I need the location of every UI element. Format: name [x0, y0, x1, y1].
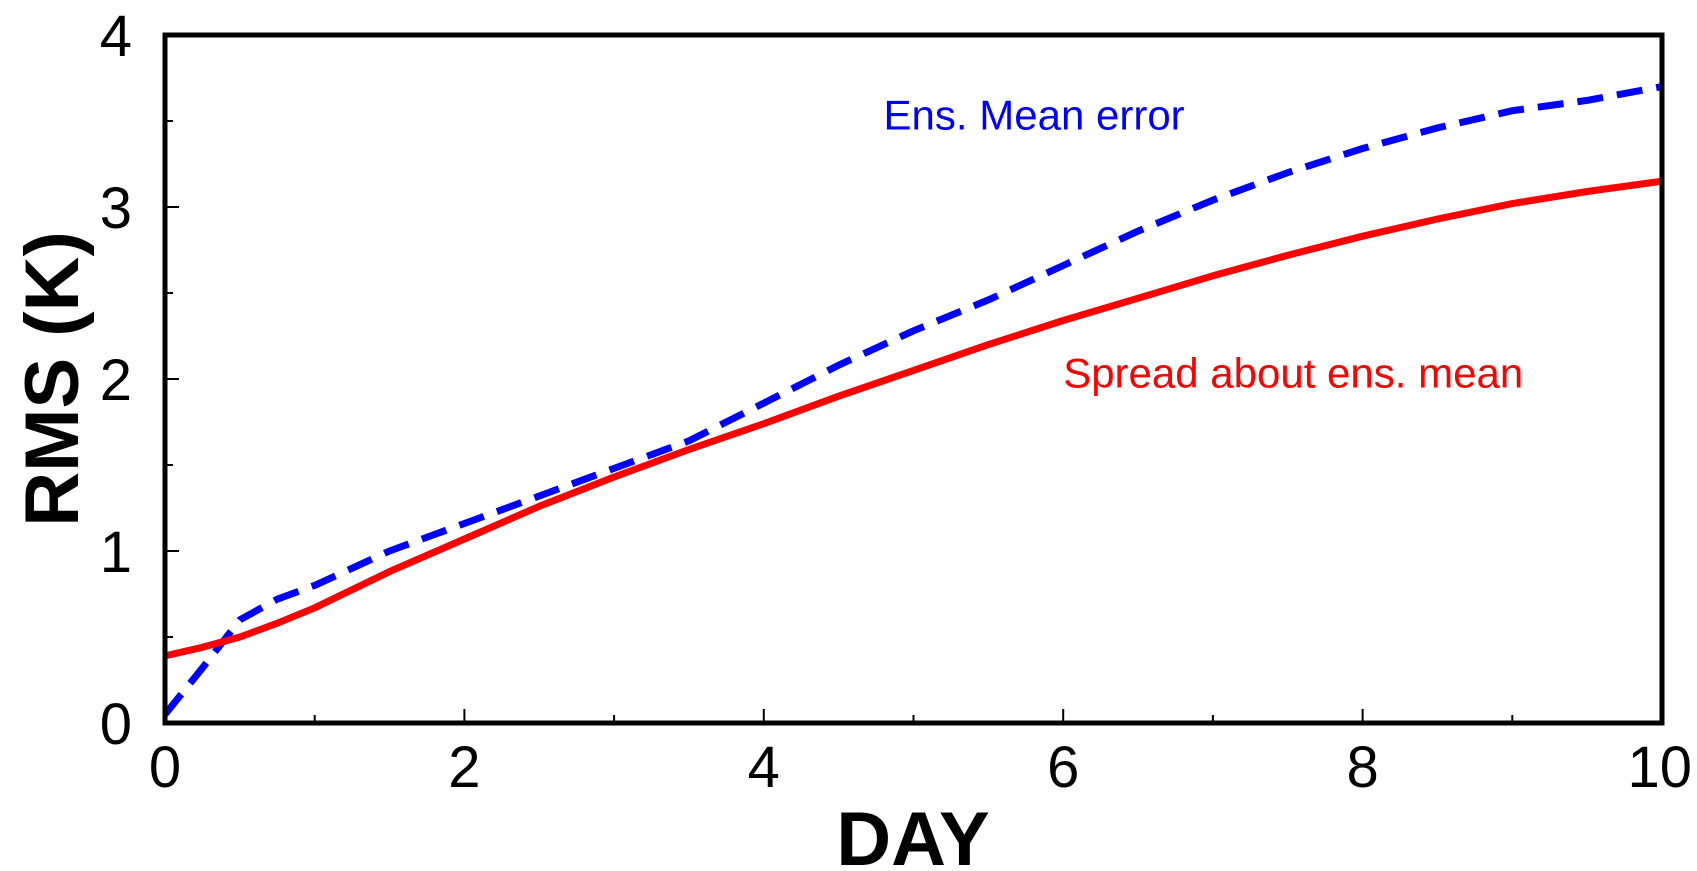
- x-tick-label: 0: [149, 735, 181, 800]
- ens-mean-error-label: Ens. Mean error: [884, 92, 1185, 139]
- x-tick-labels: 0 2 4 6 8 10: [149, 735, 1692, 800]
- y-tick-label: 1: [100, 520, 132, 585]
- y-tick-label: 4: [100, 4, 132, 69]
- x-tick-label: 8: [1346, 735, 1378, 800]
- x-tick-label: 2: [448, 735, 480, 800]
- y-tick-label: 0: [100, 692, 132, 757]
- spread-label: Spread about ens. mean: [1063, 350, 1523, 397]
- x-tick-label: 10: [1627, 735, 1692, 800]
- y-axis-ticks: [165, 34, 179, 724]
- y-tick-labels: 0 1 2 3 4: [100, 4, 132, 757]
- x-axis-title: DAY: [836, 797, 989, 871]
- y-axis-title: RMS (K): [10, 231, 95, 527]
- x-tick-label: 4: [748, 735, 780, 800]
- y-tick-label: 2: [100, 348, 132, 413]
- x-tick-label: 6: [1047, 735, 1079, 800]
- series-layer: [162, 83, 1663, 717]
- spread-line: [164, 177, 1663, 660]
- ens-mean-error-line: [162, 83, 1663, 717]
- x-axis-ticks: [164, 709, 1663, 723]
- series-labels: Ens. Mean error Spread about ens. mean: [884, 92, 1524, 397]
- y-tick-label: 3: [100, 176, 132, 241]
